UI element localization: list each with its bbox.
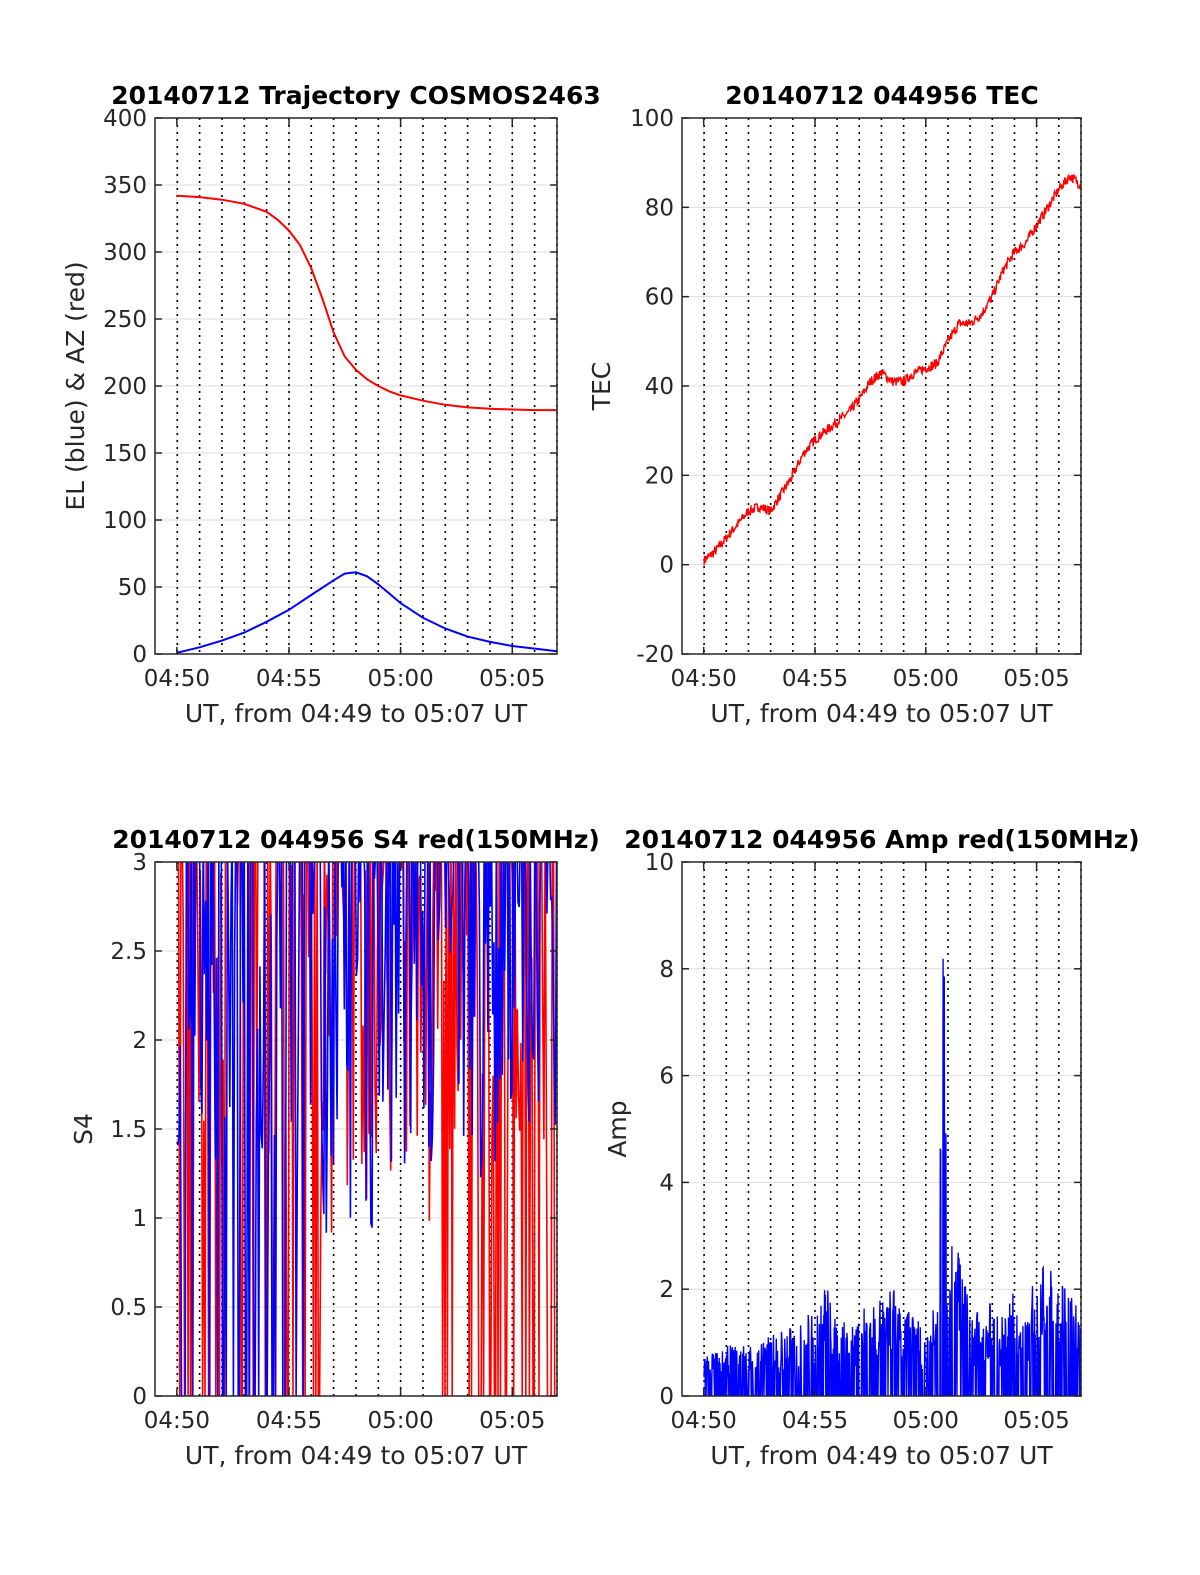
y-axis-label: S4	[69, 1113, 98, 1145]
x-tick-label: 05:00	[367, 1408, 433, 1434]
chart-title: 20140712 Trajectory COSMOS2463	[111, 81, 601, 110]
y-tick-label: 300	[103, 240, 147, 266]
x-tick-label: 04:50	[144, 1408, 210, 1434]
y-tick-label: 350	[103, 173, 147, 199]
y-axis-label: EL (blue) & AZ (red)	[61, 261, 90, 510]
y-tick-label: 4	[659, 1170, 674, 1196]
tec-line	[703, 173, 1081, 566]
y-tick-label: 100	[103, 508, 147, 534]
x-tick-label: 05:05	[1003, 666, 1069, 692]
y-tick-label: 2	[659, 1277, 674, 1303]
y-axis-label: TEC	[587, 362, 616, 412]
x-axis-label: UT, from 04:49 to 05:07 UT	[185, 699, 528, 728]
x-tick-label: 05:00	[893, 1408, 959, 1434]
y-tick-label: 60	[645, 285, 674, 311]
s4-blue-line	[177, 862, 557, 1396]
amp-line	[703, 958, 1081, 1396]
x-tick-label: 04:55	[782, 1408, 848, 1434]
x-tick-label: 04:55	[256, 1408, 322, 1434]
y-tick-label: 3	[132, 850, 147, 876]
y-tick-label: 0	[132, 1384, 147, 1410]
axes-box	[681, 861, 1082, 1397]
x-tick-label: 04:50	[144, 666, 210, 692]
chart-title: 20140712 044956 Amp red(150MHz)	[624, 825, 1140, 854]
y-tick-label: 1.5	[110, 1117, 147, 1143]
y-tick-label: 150	[103, 441, 147, 467]
y-tick-label: 6	[659, 1064, 674, 1090]
series-group	[176, 194, 557, 654]
y-tick-label: 2	[132, 1028, 147, 1054]
x-tick-label: 05:00	[893, 666, 959, 692]
y-tick-label: 100	[630, 106, 674, 132]
y-tick-label: 40	[645, 374, 674, 400]
x-axis-label: UT, from 04:49 to 05:07 UT	[710, 699, 1053, 728]
x-tick-label: 04:55	[256, 666, 322, 692]
series-group	[703, 958, 1081, 1396]
y-tick-label: 50	[118, 575, 147, 601]
x-axis-label: UT, from 04:49 to 05:07 UT	[185, 1441, 528, 1470]
x-axis-label: UT, from 04:49 to 05:07 UT	[710, 1441, 1053, 1470]
y-tick-label: 2.5	[110, 939, 147, 965]
y-tick-label: -20	[636, 642, 674, 668]
x-tick-label: 05:00	[367, 666, 433, 692]
y-tick-label: 250	[103, 307, 147, 333]
azimuth-line	[177, 194, 557, 412]
x-tick-label: 04:50	[671, 666, 737, 692]
y-tick-label: 0	[659, 553, 674, 579]
chart-title: 20140712 044956 S4 red(150MHz)	[112, 825, 600, 854]
y-tick-label: 200	[103, 374, 147, 400]
y-tick-label: 0	[132, 642, 147, 668]
series-group	[177, 862, 557, 1396]
y-tick-label: 0.5	[110, 1295, 147, 1321]
y-tick-label: 80	[645, 195, 674, 221]
x-tick-label: 04:55	[782, 666, 848, 692]
x-tick-label: 04:50	[671, 1408, 737, 1434]
x-tick-label: 05:05	[479, 666, 545, 692]
y-tick-label: 0	[659, 1384, 674, 1410]
series-group	[703, 173, 1081, 566]
panel-trajectory: 0 50 100 150 200 250 300 350 400 04:50 04:55 05:00 0…	[61, 81, 601, 728]
y-tick-label: 20	[645, 463, 674, 489]
chart-title: 20140712 044956 TEC	[725, 81, 1038, 110]
panel-s4: 0 0.5 1 1.5 2 2.5 3 04:50 04:55 05:00 05:05 2014071…	[69, 825, 600, 1470]
y-axis-label: Amp	[603, 1100, 632, 1157]
x-tick-label: 05:05	[1003, 1408, 1069, 1434]
y-tick-label: 400	[103, 106, 147, 132]
x-tick-label: 05:05	[479, 1408, 545, 1434]
y-tick-label: 8	[659, 957, 674, 983]
panel-tec: -20 0 20 40 60 80 100 04:50 04:55 05:00 05:05 20140…	[587, 81, 1082, 728]
panel-amp: 0 2 4 6 8 10 04:50 04:55 05:00 05:05 20140712 0449…	[603, 825, 1140, 1470]
y-tick-label: 1	[132, 1206, 147, 1232]
y-tick-label: 10	[645, 850, 674, 876]
elevation-line	[176, 571, 557, 654]
